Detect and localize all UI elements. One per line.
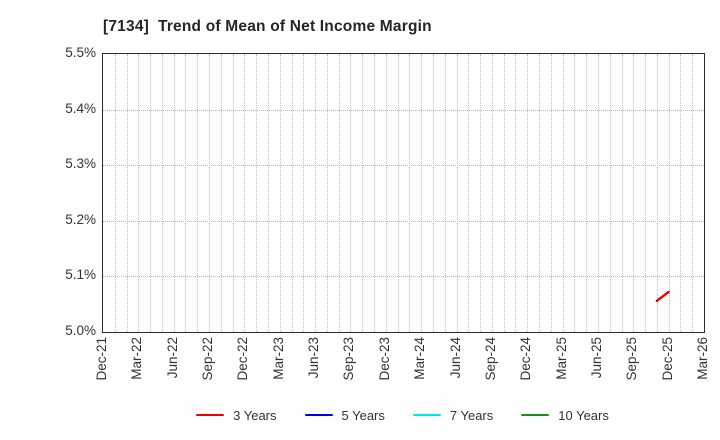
x-gridline — [468, 54, 470, 332]
x-tick-label: Mar-24 — [412, 337, 428, 380]
x-gridline — [550, 54, 552, 332]
legend-item: 3 Years — [196, 407, 277, 423]
x-tick-label: Jun-24 — [447, 337, 463, 379]
x-gridline — [668, 54, 670, 332]
x-tick-label: Sep-24 — [482, 337, 498, 381]
x-gridline — [150, 54, 152, 332]
x-gridline — [362, 54, 364, 332]
x-gridline — [185, 54, 187, 332]
x-gridline — [491, 54, 493, 332]
x-gridline — [220, 54, 222, 332]
x-gridline — [232, 54, 234, 332]
legend-label: 5 Years — [341, 407, 385, 423]
x-tick-label: Dec-25 — [659, 337, 675, 381]
x-tick-label: Dec-24 — [518, 337, 534, 381]
x-gridline — [656, 54, 658, 332]
x-gridline — [503, 54, 505, 332]
x-tick-label: Sep-23 — [341, 337, 357, 381]
x-gridline — [385, 54, 387, 332]
x-gridline — [209, 54, 211, 332]
x-gridline — [244, 54, 246, 332]
x-gridline — [267, 54, 269, 332]
x-gridline — [456, 54, 458, 332]
x-gridline — [480, 54, 482, 332]
x-gridline — [173, 54, 175, 332]
y-gridline — [103, 109, 704, 111]
x-gridline — [432, 54, 434, 332]
x-gridline — [350, 54, 352, 332]
x-gridline — [633, 54, 635, 332]
series-line-3-years — [655, 290, 670, 303]
series-layer — [655, 290, 670, 303]
chart-title: [7134] Trend of Mean of Net Income Margi… — [103, 18, 432, 35]
x-gridline — [279, 54, 281, 332]
legend: 3 Years 5 Years 7 Years 10 Years — [102, 402, 703, 428]
x-gridline — [114, 54, 116, 332]
x-tick-label: Jun-23 — [306, 337, 322, 379]
x-tick-label: Mar-23 — [270, 337, 286, 380]
y-tick-label: 5.4% — [65, 100, 96, 116]
x-tick-label: Mar-26 — [695, 337, 710, 380]
x-gridline — [645, 54, 647, 332]
y-tick-label: 5.0% — [65, 323, 96, 338]
x-tick-label: Jun-22 — [164, 337, 180, 379]
x-tick-label: Sep-22 — [200, 337, 216, 381]
x-gridline — [126, 54, 128, 332]
x-gridline — [692, 54, 694, 332]
x-tick-label: Mar-22 — [129, 337, 145, 380]
x-gridline — [444, 54, 446, 332]
x-tick-label: Sep-25 — [624, 337, 640, 381]
legend-label: 10 Years — [558, 407, 609, 423]
x-gridline — [326, 54, 328, 332]
x-gridline — [527, 54, 529, 332]
x-gridline — [597, 54, 599, 332]
x-gridline — [315, 54, 317, 332]
legend-item: 7 Years — [412, 407, 494, 423]
plot-area — [102, 53, 705, 333]
y-tick-label: 5.3% — [65, 156, 96, 172]
legend-label: 7 Years — [449, 407, 494, 423]
x-gridline — [539, 54, 541, 332]
x-gridline — [609, 54, 611, 332]
y-gridline — [103, 276, 704, 278]
x-tick-label: Dec-23 — [376, 337, 392, 381]
y-tick-label: 5.2% — [65, 211, 96, 227]
y-gridline — [103, 165, 704, 167]
y-tick-label: 5.1% — [65, 267, 96, 283]
legend-swatch-10-years — [521, 413, 550, 417]
x-gridline — [374, 54, 376, 332]
x-gridline — [397, 54, 399, 332]
x-gridline — [574, 54, 576, 332]
x-gridline — [161, 54, 163, 332]
x-gridline — [562, 54, 564, 332]
x-gridline — [291, 54, 293, 332]
x-gridline — [421, 54, 423, 332]
x-tick-label: Mar-25 — [553, 337, 569, 380]
x-gridline — [621, 54, 623, 332]
legend-swatch-5-years — [304, 413, 333, 417]
x-gridline — [680, 54, 682, 332]
x-tick-label: Dec-21 — [94, 337, 109, 381]
x-tick-label: Dec-22 — [235, 337, 251, 381]
x-gridline — [138, 54, 140, 332]
x-gridline — [586, 54, 588, 332]
x-gridline — [303, 54, 305, 332]
x-gridline — [256, 54, 258, 332]
x-gridline — [197, 54, 199, 332]
x-gridline — [409, 54, 411, 332]
x-gridline — [338, 54, 340, 332]
x-tick-label: Jun-25 — [588, 337, 604, 379]
x-gridline — [515, 54, 517, 332]
y-tick-label: 5.5% — [65, 45, 96, 60]
legend-label: 3 Years — [233, 407, 277, 423]
legend-swatch-7-years — [412, 413, 441, 417]
y-gridline — [103, 220, 704, 222]
legend-item: 10 Years — [521, 408, 609, 423]
legend-item: 5 Years — [304, 407, 385, 423]
legend-swatch-3-years — [196, 413, 225, 417]
